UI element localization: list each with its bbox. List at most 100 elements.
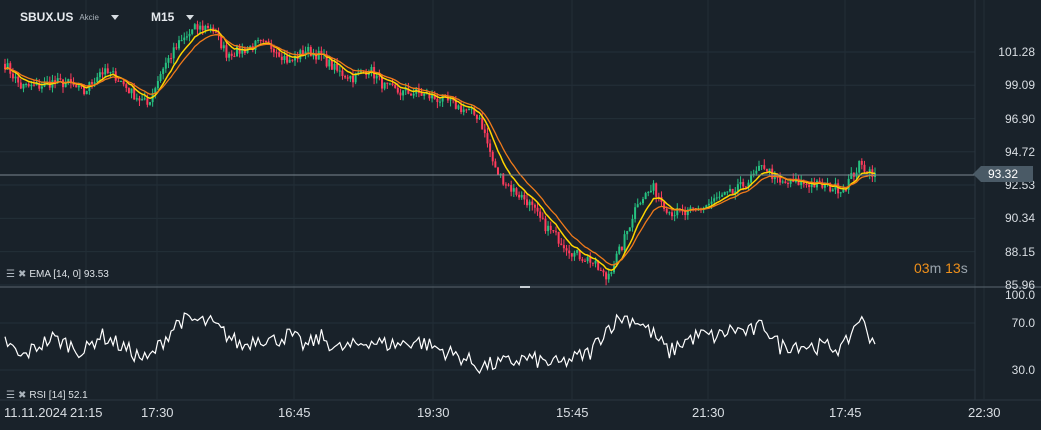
candle: [523, 194, 526, 200]
candle: [837, 183, 840, 194]
candle: [552, 230, 555, 232]
candle: [359, 70, 362, 73]
candle: [557, 231, 560, 244]
candle: [407, 88, 410, 94]
candle: [707, 203, 710, 206]
candle: [317, 50, 320, 60]
candle: [54, 80, 57, 83]
candle: [808, 184, 811, 188]
candle: [439, 101, 441, 103]
time-axis-label: 21:30: [692, 405, 725, 420]
rsi-axis-label: 70.0: [1011, 316, 1035, 330]
candle: [671, 212, 673, 217]
candle: [301, 50, 304, 56]
close-icon[interactable]: ✖: [17, 390, 27, 401]
candle: [823, 184, 826, 188]
candle: [763, 165, 766, 169]
candle: [462, 109, 465, 113]
settings-icon[interactable]: ☰: [6, 390, 15, 401]
candle: [120, 80, 122, 82]
candle: [573, 252, 576, 257]
candle: [768, 168, 771, 172]
settings-icon[interactable]: ☰: [6, 269, 15, 280]
candle: [489, 143, 492, 152]
candle: [69, 79, 72, 84]
rsi-text: RSI [14] 52.1: [29, 390, 88, 401]
candle: [286, 56, 289, 63]
candle: [278, 52, 281, 57]
candle: [138, 98, 141, 101]
candle: [410, 93, 412, 96]
candle: [201, 25, 204, 31]
candle: [228, 53, 231, 58]
candle: [352, 75, 354, 83]
time-axis-label: 17:45: [829, 405, 862, 420]
candle: [591, 262, 594, 264]
candle: [607, 273, 610, 280]
candle: [460, 105, 463, 113]
candle: [802, 180, 805, 184]
candle: [779, 177, 782, 183]
candle: [396, 87, 399, 93]
candle: [631, 219, 634, 228]
price-axis-label: 85.96: [1004, 277, 1035, 292]
candle: [101, 72, 104, 75]
candle: [858, 160, 861, 173]
candle: [425, 93, 428, 95]
close-icon[interactable]: ✖: [17, 269, 27, 280]
candle: [320, 50, 323, 55]
price-axis-label: 99.09: [1004, 78, 1035, 93]
candle: [391, 83, 394, 85]
candle: [860, 160, 863, 165]
candle: [589, 257, 592, 263]
symbol-selector[interactable]: SBUX.US Akcie: [20, 10, 119, 24]
candle: [755, 170, 758, 174]
candles: [4, 20, 876, 286]
candle: [185, 36, 188, 38]
candle: [196, 24, 199, 30]
candle: [626, 231, 629, 235]
candle: [283, 56, 286, 61]
candle: [784, 181, 787, 184]
candle: [533, 204, 536, 208]
candle: [85, 90, 88, 95]
candle: [104, 68, 107, 75]
candle: [547, 225, 550, 232]
grid: [0, 0, 1041, 401]
candle: [357, 72, 360, 74]
candle: [468, 109, 470, 111]
candle: [149, 102, 151, 105]
candle: [394, 84, 397, 88]
candle: [333, 63, 336, 70]
candle: [193, 24, 196, 30]
candle: [813, 183, 816, 188]
candle: [647, 192, 650, 194]
candle: [431, 94, 434, 99]
candle: [375, 75, 378, 79]
candle: [868, 169, 871, 174]
candle: [726, 191, 729, 193]
candle: [112, 71, 115, 73]
candle: [549, 225, 552, 231]
candle: [354, 73, 357, 83]
candle: [597, 260, 600, 270]
candle: [14, 76, 17, 79]
candle: [615, 253, 618, 266]
candle: [230, 53, 233, 56]
pane-resize-handle[interactable]: [520, 286, 530, 288]
candle: [428, 93, 431, 99]
candle: [475, 114, 478, 120]
candle: [304, 51, 307, 56]
candle: [233, 55, 236, 57]
candle: [599, 269, 602, 271]
candle: [747, 182, 750, 188]
countdown-s: s: [960, 260, 968, 276]
candle: [526, 199, 528, 206]
candle: [225, 45, 228, 58]
time-axis-label: 15:45: [556, 405, 589, 420]
candle: [665, 209, 668, 213]
timeframe-selector[interactable]: M15: [151, 10, 195, 24]
candle: [478, 117, 481, 120]
chevron-down-icon: [110, 14, 119, 20]
